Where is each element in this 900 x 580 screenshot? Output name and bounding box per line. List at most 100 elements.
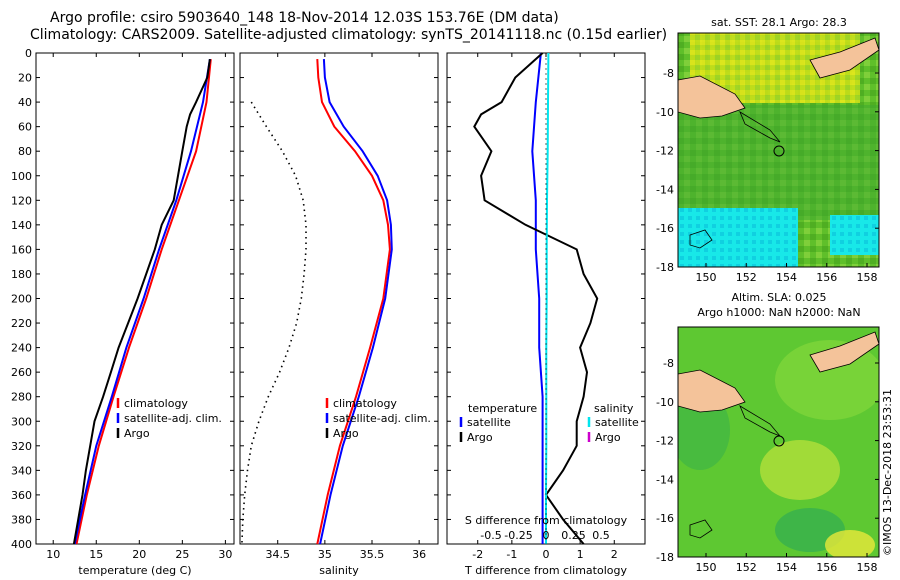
sal-series-argo xyxy=(241,101,307,545)
diff-legend-left-title: temperature xyxy=(468,402,537,415)
sla-map-title-line1: Altim. SLA: 0.025 xyxy=(731,291,826,304)
temp-series-satellite-adj-clim- xyxy=(73,58,211,545)
map-ytick-label: -18 xyxy=(656,261,674,274)
sst-island-land xyxy=(809,37,879,79)
diff-secondary-axis-label: S difference from climatology xyxy=(465,514,628,527)
map-ytick-label: -10 xyxy=(656,106,674,119)
map-xtick-label: 156 xyxy=(816,271,837,284)
sal-legend-label: Argo xyxy=(333,427,359,440)
ytick-label: 220 xyxy=(11,317,32,330)
map-xtick-label: 152 xyxy=(736,561,757,574)
sla-map-frame xyxy=(677,326,880,558)
ytick-label: 120 xyxy=(11,194,32,207)
map-ytick-label: -16 xyxy=(656,512,674,525)
diff-series-salinity-satellite xyxy=(545,52,550,544)
temp-frame xyxy=(35,52,235,545)
diff-legend-label: Argo xyxy=(595,431,621,444)
sal-series-satellite-adj-clim- xyxy=(319,59,393,545)
diff-xtick-label: 1 xyxy=(577,548,584,561)
diff-xlabel: T difference from climatology xyxy=(464,564,627,577)
map-xtick-label: 154 xyxy=(776,271,797,284)
sla-island-land xyxy=(809,331,879,373)
sal-xtick-label: 34.5 xyxy=(265,548,290,561)
temp-series-argo xyxy=(72,58,211,545)
map-xtick-label: 156 xyxy=(816,561,837,574)
salinity-panel: 34.5 35 35.5 36 salinity climatology satellite… xyxy=(239,52,439,577)
ytick-label: 300 xyxy=(11,415,32,428)
map-ytick-label: -12 xyxy=(656,435,674,448)
sst-coastline xyxy=(739,111,781,143)
diff-series-temperature-satellite xyxy=(531,52,544,544)
sst-map-title: sat. SST: 28.1 Argo: 28.3 xyxy=(711,16,847,29)
map-xtick-label: 158 xyxy=(857,561,878,574)
figure-title-line1: Argo profile: csiro 5903640_148 18-Nov-2… xyxy=(50,10,559,26)
difference-panel: -2 -1 0 1 2 T difference from climatology temp… xyxy=(446,52,646,577)
diff-secondary-tick-label: 0.5 xyxy=(592,529,610,542)
sla-map: Altim. SLA: 0.025 Argo h1000: NaN h2000:… xyxy=(656,291,880,574)
sst-new-guinea-land xyxy=(678,75,746,119)
sla-argo-marker xyxy=(773,435,785,447)
temperature-panel: 0 20 40 60 80 100 120 140 160 180 200 220 240 260 280 3… xyxy=(11,47,235,577)
figure-title-line2: Climatology: CARS2009. Satellite-adjuste… xyxy=(30,27,668,43)
diff-xtick-label: -2 xyxy=(472,548,483,561)
ytick-label: 20 xyxy=(18,72,32,85)
diff-xtick-label: -1 xyxy=(506,548,517,561)
sal-xtick-label: 35.5 xyxy=(360,548,385,561)
sal-series-climatology xyxy=(316,59,391,545)
sal-xlabel: salinity xyxy=(319,564,359,577)
map-ytick-label: -8 xyxy=(663,357,674,370)
diff-legend-label: satellite xyxy=(467,416,511,429)
diff-secondary-tick-label: 0.25 xyxy=(561,529,586,542)
temp-legend-label: satellite-adj. clim. xyxy=(124,412,222,425)
temp-xtick-label: 30 xyxy=(218,548,232,561)
sla-coastline xyxy=(739,405,781,437)
ytick-label: 180 xyxy=(11,268,32,281)
temp-xtick-label: 10 xyxy=(46,548,60,561)
ytick-label: 140 xyxy=(11,219,32,232)
sal-xtick-label: 36 xyxy=(412,548,426,561)
diff-secondary-tick-label: -0.25 xyxy=(504,529,532,542)
ytick-label: 100 xyxy=(11,170,32,183)
sst-argo-marker xyxy=(773,145,785,157)
temp-xtick-label: 15 xyxy=(89,548,103,561)
map-xtick-label: 150 xyxy=(696,271,717,284)
map-xtick-label: 158 xyxy=(857,271,878,284)
sal-frame xyxy=(239,52,439,545)
temp-xtick-label: 25 xyxy=(175,548,189,561)
ytick-label: 240 xyxy=(11,342,32,355)
diff-legend-label: satellite xyxy=(595,416,639,429)
map-ytick-label: -8 xyxy=(663,67,674,80)
sal-legend-label: climatology xyxy=(333,397,397,410)
diff-series-temperature-argo xyxy=(473,52,599,545)
map-ytick-label: -16 xyxy=(656,222,674,235)
map-ytick-label: -14 xyxy=(656,473,674,486)
ytick-label: 280 xyxy=(11,391,32,404)
ytick-label: 360 xyxy=(11,489,32,502)
map-ytick-label: -10 xyxy=(656,396,674,409)
map-ytick-label: -14 xyxy=(656,183,674,196)
diff-legend-label: Argo xyxy=(467,431,493,444)
map-ytick-label: -18 xyxy=(656,551,674,564)
sst-mid-band xyxy=(678,105,879,220)
temp-legend-label: climatology xyxy=(124,397,188,410)
sst-map: sat. SST: 28.1 Argo: 28.3 150 152 154 156 15… xyxy=(656,16,880,284)
temp-legend-label: Argo xyxy=(124,427,150,440)
ytick-label: 320 xyxy=(11,440,32,453)
temp-xlabel: temperature (deg C) xyxy=(78,564,191,577)
sst-coastline-south xyxy=(689,229,713,249)
sal-legend-label: satellite-adj. clim. xyxy=(333,412,431,425)
ytick-label: 380 xyxy=(11,513,32,526)
diff-legend-right-title: salinity xyxy=(594,402,634,415)
sla-map-title-line2: Argo h1000: NaN h2000: NaN xyxy=(697,306,860,319)
ytick-label: 340 xyxy=(11,464,32,477)
map-xtick-label: 150 xyxy=(696,561,717,574)
diff-xtick-label: 2 xyxy=(611,548,618,561)
sla-yellow-patch xyxy=(825,530,875,557)
sst-map-frame xyxy=(677,32,880,268)
map-xtick-label: 154 xyxy=(776,561,797,574)
ytick-label: 160 xyxy=(11,243,32,256)
ytick-label: 200 xyxy=(11,293,32,306)
sla-new-guinea-land xyxy=(678,369,746,413)
sst-cool-patch-east xyxy=(830,215,879,255)
